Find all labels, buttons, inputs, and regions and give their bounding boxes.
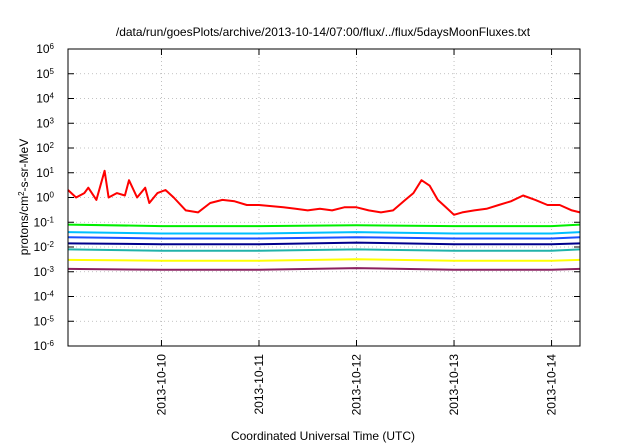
y-axis-label-prefix: protons/cm xyxy=(17,196,31,255)
y-tick-label: 10-5 xyxy=(34,314,55,329)
y-axis: 10-6 10-5 10-4 10-3 10-2 10-1 100 101 102 103 104 1… xyxy=(34,42,580,354)
y-tick-label: 10-4 xyxy=(34,289,55,304)
series-line xyxy=(67,267,581,271)
y-tick-label: 102 xyxy=(36,141,54,156)
x-tick-label: 2013-10-12 xyxy=(350,354,364,416)
y-tick-label: 10-3 xyxy=(34,264,55,279)
y-tick-label: 101 xyxy=(36,165,54,180)
series-line xyxy=(67,236,581,240)
y-tick-label: 10-2 xyxy=(34,240,55,255)
series-line xyxy=(67,231,581,235)
chart-title: /data/run/goesPlots/archive/2013-10-14/0… xyxy=(116,25,531,39)
y-tick-label: 105 xyxy=(36,66,54,81)
y-tick-label: 10-1 xyxy=(34,215,55,230)
series-line xyxy=(67,169,581,216)
x-tick-label: 2013-10-14 xyxy=(545,354,559,416)
y-tick-label: 100 xyxy=(36,190,54,205)
y-axis-label-suffix: -s-sr-MeV xyxy=(17,139,31,192)
series-line xyxy=(67,248,581,252)
series-line xyxy=(67,241,581,246)
y-axis-label: protons/cm2-s-sr-MeV xyxy=(17,139,32,255)
y-axis-label-sup: 2 xyxy=(17,191,26,196)
y-tick-label: 104 xyxy=(36,91,54,106)
x-axis-label: Coordinated Universal Time (UTC) xyxy=(231,429,415,443)
y-tick-label: 106 xyxy=(36,42,54,57)
y-tick-label: 103 xyxy=(36,116,54,131)
x-tick-label: 2013-10-11 xyxy=(252,354,266,415)
x-tick-label: 2013-10-13 xyxy=(447,354,461,416)
x-tick-label: 2013-10-10 xyxy=(154,354,168,416)
series-line xyxy=(67,258,581,262)
y-tick-label: 10-6 xyxy=(34,339,55,354)
grid xyxy=(68,49,580,346)
series-group xyxy=(67,169,581,271)
series-line xyxy=(67,223,581,228)
x-axis: 2013-10-10 2013-10-11 2013-10-12 2013-10-13… xyxy=(154,49,559,416)
